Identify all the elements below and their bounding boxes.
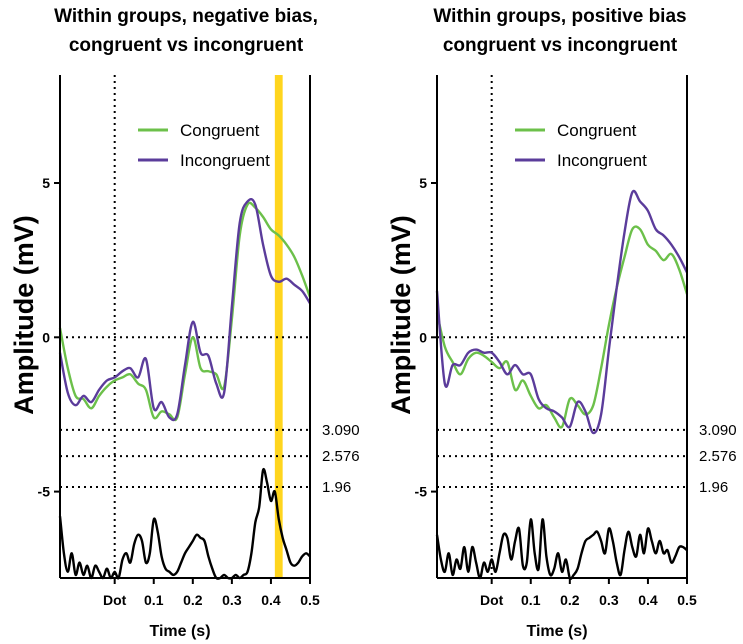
x-tick-label: 0.2 [560, 592, 580, 608]
chart-panel-1: Within groups, negative bias, congruent v… [9, 6, 360, 640]
x-axis-label: Time (s) [526, 623, 587, 640]
x-tick-label: 0.4 [638, 592, 658, 608]
y-tick-label: -5 [415, 484, 428, 500]
series-line-incongruent [435, 189, 689, 435]
series-line-significance [435, 518, 688, 581]
threshold-label: 3.090 [322, 422, 360, 439]
y-tick-label: 0 [42, 329, 50, 345]
y-tick-label: -5 [38, 484, 51, 500]
chart-title-line-1: Within groups, negative bias, [54, 6, 318, 27]
y-tick-label: 0 [419, 329, 427, 345]
x-tick-label: 0.2 [183, 592, 203, 608]
x-tick-label: 0.1 [521, 592, 541, 608]
x-tick-label: 0.5 [677, 592, 697, 608]
x-tick-label: Dot [103, 592, 127, 608]
threshold-label: 1.96 [322, 479, 351, 496]
x-tick-label: 0.5 [300, 592, 320, 608]
threshold-label: 2.576 [699, 448, 737, 465]
chart-title-line-2: congruent vs incongruent [69, 35, 304, 56]
series-line-significance [58, 467, 311, 580]
y-tick-label: 5 [419, 175, 427, 191]
x-tick-label: 0.1 [144, 592, 164, 608]
y-axis-label: Amplitude (mV) [386, 215, 416, 415]
x-tick-label: Dot [480, 592, 504, 608]
x-axis-label: Time (s) [149, 623, 210, 640]
significance-highlight-band [274, 75, 283, 578]
legend-label: Incongruent [180, 151, 270, 170]
chart-title-line-1: Within groups, positive bias [433, 6, 686, 27]
legend-label: Congruent [557, 121, 637, 140]
x-tick-label: 0.3 [222, 592, 242, 608]
y-tick-label: 5 [42, 175, 50, 191]
threshold-label: 2.576 [322, 448, 360, 465]
threshold-label: 3.090 [699, 422, 737, 439]
series-line-incongruent [58, 197, 312, 422]
series-line-congruent [58, 201, 312, 422]
series-line-congruent [435, 225, 689, 429]
threshold-label: 1.96 [699, 479, 728, 496]
chart-panel-2: Within groups, positive bias congruent vs… [386, 6, 737, 640]
legend-label: Incongruent [557, 151, 647, 170]
legend-label: Congruent [180, 121, 260, 140]
y-axis-label: Amplitude (mV) [9, 215, 39, 415]
x-tick-label: 0.3 [599, 592, 619, 608]
x-tick-label: 0.4 [261, 592, 281, 608]
chart-title-line-2: congruent vs incongruent [443, 35, 678, 56]
